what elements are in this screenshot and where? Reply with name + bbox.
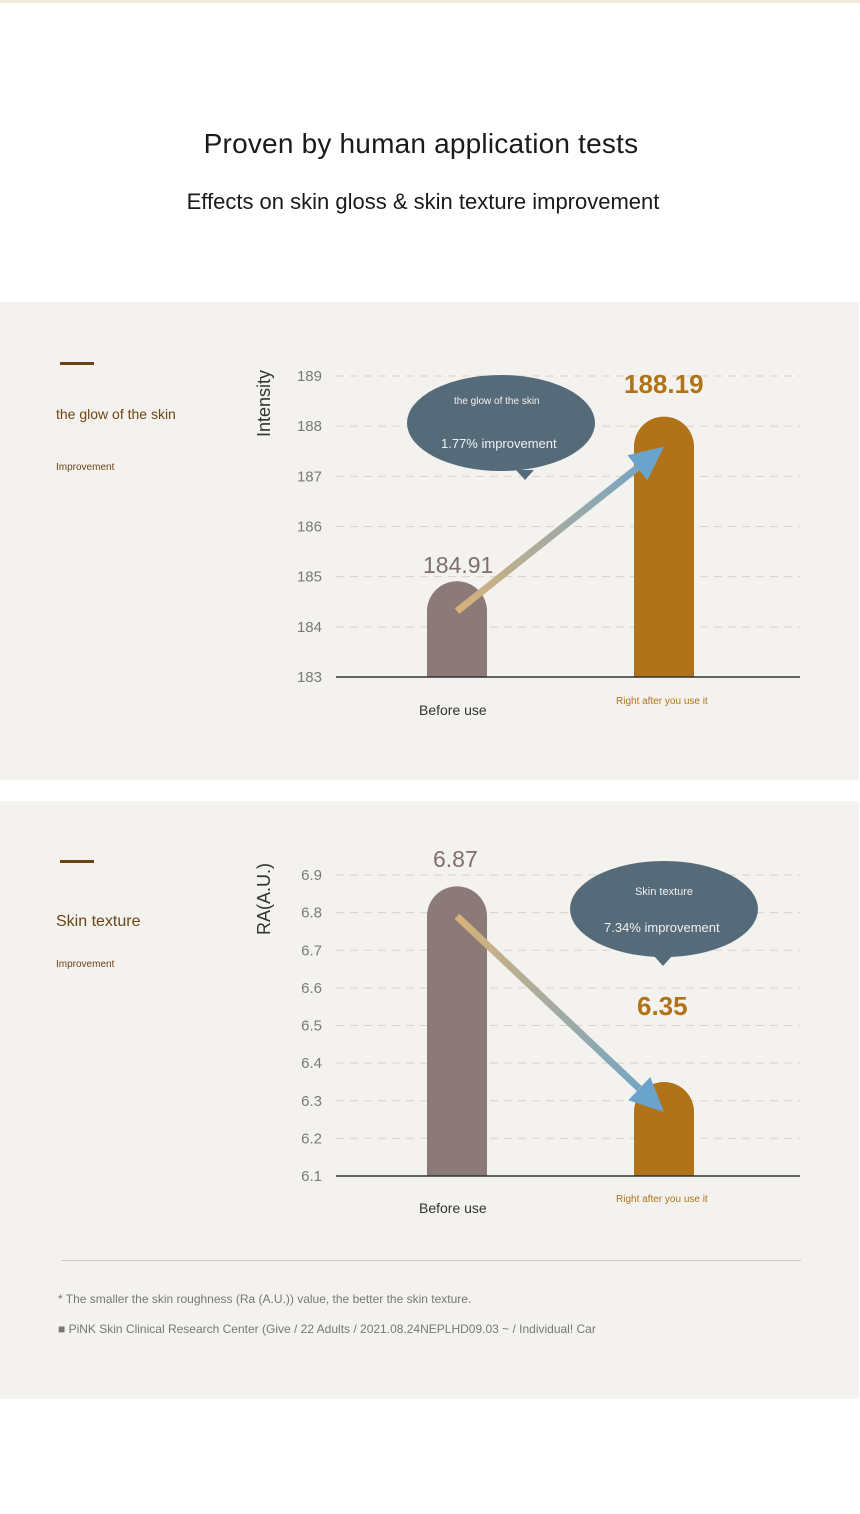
- texture-accent-bar: [60, 860, 94, 863]
- y-tick-label: 6.3: [301, 1093, 322, 1110]
- bar-after-use: [634, 416, 694, 677]
- glow-bubble-title: the glow of the skin: [454, 396, 540, 407]
- texture-category-before: Before use: [419, 1200, 487, 1216]
- improvement-arrow-head: [628, 1076, 664, 1112]
- texture-bubble-value: 7.34% improvement: [604, 920, 720, 935]
- y-tick-label: 6.9: [301, 867, 322, 884]
- glow-category-before: Before use: [419, 702, 487, 718]
- glow-category-after: Right after you use it: [616, 696, 708, 707]
- texture-side-subtitle: Improvement: [56, 959, 115, 970]
- glow-side-subtitle: Improvement: [56, 462, 115, 473]
- y-tick-label: 185: [297, 569, 322, 586]
- y-tick-label: 6.8: [301, 905, 322, 922]
- glow-after-value-label: 188.19: [624, 369, 704, 399]
- glow-bubble-value: 1.77% improvement: [441, 436, 557, 451]
- glow-before-value-label: 184.91: [423, 552, 494, 578]
- footnote-source: ■ PiNK Skin Clinical Research Center (Gi…: [58, 1322, 596, 1336]
- y-tick-label: 186: [297, 519, 322, 536]
- footnote-divider: [61, 1260, 801, 1261]
- bar-before-use: [427, 886, 487, 1176]
- y-tick-label: 6.7: [301, 942, 322, 959]
- y-tick-label: 6.5: [301, 1018, 322, 1035]
- glow-accent-bar: [60, 362, 94, 365]
- page-title: Proven by human application tests: [203, 128, 639, 159]
- texture-category-after: Right after you use it: [616, 1194, 708, 1205]
- improvement-arrow-head: [627, 446, 664, 481]
- y-tick-label: 184: [297, 619, 322, 636]
- y-tick-label: 6.1: [301, 1168, 322, 1185]
- improvement-arrow: [454, 913, 642, 1092]
- glow-side-title: the glow of the skin: [56, 406, 176, 422]
- texture-bubble-tail: [654, 956, 672, 966]
- texture-side-title: Skin texture: [56, 913, 141, 930]
- footnote-note: * The smaller the skin roughness (Ra (A.…: [58, 1292, 472, 1306]
- texture-improvement-bubble: Skin texture 7.34% improvement: [570, 861, 758, 957]
- glow-bubble-tail: [516, 470, 534, 480]
- glow-improvement-bubble: the glow of the skin 1.77% improvement: [407, 375, 595, 471]
- top-divider: [0, 0, 860, 3]
- y-tick-label: 6.2: [301, 1130, 322, 1147]
- y-tick-label: 187: [297, 468, 322, 485]
- texture-after-value-label: 6.35: [637, 991, 688, 1021]
- texture-bubble-title: Skin texture: [634, 886, 694, 898]
- y-tick-label: 183: [297, 669, 322, 686]
- improvement-arrow: [454, 465, 640, 614]
- glow-chart-panel: [0, 302, 859, 780]
- y-tick-label: 189: [297, 368, 322, 385]
- page-subtitle: Effects on skin gloss & skin texture imp…: [186, 189, 660, 214]
- bar-before-use: [427, 581, 487, 677]
- y-tick-label: 6.4: [301, 1055, 322, 1072]
- y-tick-label: 188: [297, 418, 322, 435]
- y-tick-label: 6.6: [301, 980, 322, 997]
- texture-before-value-label: 6.87: [433, 846, 478, 872]
